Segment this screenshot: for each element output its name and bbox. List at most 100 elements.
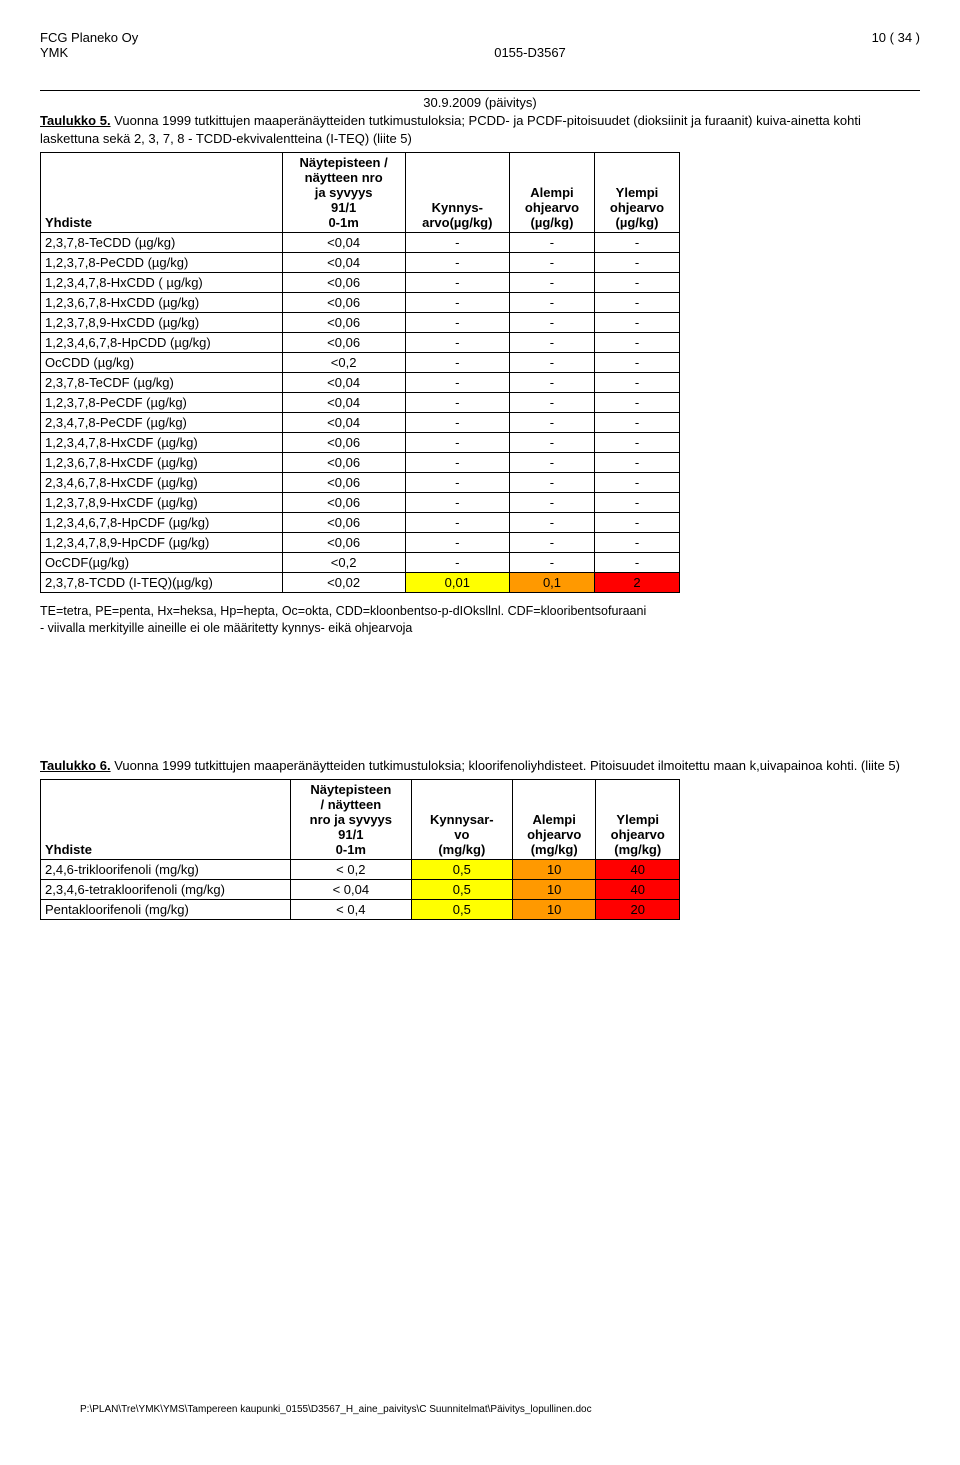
cell-lower: - [509,313,594,333]
th-threshold: Kynnysar- vo (mg/kg) [411,780,512,860]
cell-lower: 10 [512,900,596,920]
table-row: 1,2,3,4,6,7,8-HpCDF (µg/kg)<0,06--- [41,513,680,533]
cell-lower: - [509,333,594,353]
cell-upper: - [594,553,679,573]
page-number: 10 ( 34 ) [820,30,920,45]
table6-caption: Taulukko 6. Vuonna 1999 tutkittujen maap… [40,757,920,775]
cell-compound: 1,2,3,7,8-PeCDF (µg/kg) [41,393,283,413]
cell-upper: 2 [594,573,679,593]
cell-lower: 0,1 [509,573,594,593]
cell-value: <0,04 [282,233,405,253]
cell-upper: - [594,493,679,513]
department: YMK [40,45,240,60]
cell-threshold: - [405,253,509,273]
cell-lower: - [509,533,594,553]
cell-threshold: - [405,553,509,573]
table-row: 2,3,4,7,8-PeCDF (µg/kg)<0,04--- [41,413,680,433]
cell-threshold: - [405,273,509,293]
cell-value: <0,06 [282,513,405,533]
cell-lower: - [509,373,594,393]
cell-upper: - [594,413,679,433]
th-threshold: Kynnys- arvo(µg/kg) [405,153,509,233]
cell-compound: 1,2,3,4,6,7,8-HpCDD (µg/kg) [41,333,283,353]
table-row: 1,2,3,6,7,8-HxCDD (µg/kg)<0,06--- [41,293,680,313]
cell-threshold: - [405,393,509,413]
date-line: 30.9.2009 (päivitys) [40,95,920,110]
cell-threshold: - [405,293,509,313]
cell-upper: - [594,313,679,333]
table6-caption-text: Vuonna 1999 tutkittujen maaperänäytteide… [114,758,900,773]
cell-lower: - [509,513,594,533]
table5: Yhdiste Näytepisteen / näytteen nro ja s… [40,152,680,593]
cell-compound: 1,2,3,6,7,8-HxCDF (µg/kg) [41,453,283,473]
cell-value: <0,04 [282,393,405,413]
cell-compound: 2,3,7,8-TCDD (I-TEQ)(µg/kg) [41,573,283,593]
table-row: 1,2,3,7,8,9-HxCDF (µg/kg)<0,06--- [41,493,680,513]
cell-value: <0,06 [282,533,405,553]
cell-threshold: - [405,313,509,333]
cell-value: < 0,2 [290,860,411,880]
cell-threshold: 0,5 [411,900,512,920]
cell-upper: - [594,233,679,253]
th-sample: Näytepisteen / näytteen nro ja syvyys 91… [282,153,405,233]
cell-lower: - [509,433,594,453]
cell-value: <0,06 [282,313,405,333]
cell-compound: 2,3,7,8-TeCDD (µg/kg) [41,233,283,253]
cell-upper: - [594,533,679,553]
cell-lower: - [509,453,594,473]
table-row: 1,2,3,7,8-PeCDD (µg/kg)<0,04--- [41,253,680,273]
cell-lower: 10 [512,880,596,900]
cell-upper: - [594,513,679,533]
cell-value: <0,06 [282,333,405,353]
cell-value: <0,06 [282,433,405,453]
table-row: OcCDF(µg/kg)<0,2--- [41,553,680,573]
cell-upper: 20 [596,900,680,920]
cell-value: <0,06 [282,293,405,313]
table-row: 2,3,4,6,7,8-HxCDF (µg/kg)<0,06--- [41,473,680,493]
cell-value: <0,04 [282,253,405,273]
table-row: 2,3,7,8-TeCDD (µg/kg)<0,04--- [41,233,680,253]
table-row: 1,2,3,4,7,8-HxCDD ( µg/kg)<0,06--- [41,273,680,293]
table-row: OcCDD (µg/kg)<0,2--- [41,353,680,373]
table-row: 1,2,3,4,6,7,8-HpCDD (µg/kg)<0,06--- [41,333,680,353]
cell-compound: 1,2,3,4,7,8-HxCDF (µg/kg) [41,433,283,453]
cell-threshold: - [405,453,509,473]
cell-compound: 2,3,4,7,8-PeCDF (µg/kg) [41,413,283,433]
cell-lower: - [509,553,594,573]
th-lower: Alempi ohjearvo (µg/kg) [509,153,594,233]
th-upper: Ylempi ohjearvo (mg/kg) [596,780,680,860]
cell-lower: - [509,473,594,493]
table-row: 1,2,3,4,7,8-HxCDF (µg/kg)<0,06--- [41,433,680,453]
cell-value: <0,2 [282,353,405,373]
cell-compound: 2,3,7,8-TeCDF (µg/kg) [41,373,283,393]
cell-upper: 40 [596,860,680,880]
table-row: 1,2,3,6,7,8-HxCDF (µg/kg)<0,06--- [41,453,680,473]
doc-number: 0155-D3567 [240,45,820,60]
cell-lower: 10 [512,860,596,880]
cell-value: <0,04 [282,373,405,393]
table6: Yhdiste Näytepisteen / näytteen nro ja s… [40,779,680,920]
cell-threshold: - [405,373,509,393]
cell-value: <0,06 [282,473,405,493]
cell-compound: 1,2,3,7,8,9-HxCDD (µg/kg) [41,313,283,333]
cell-value: <0,06 [282,453,405,473]
cell-threshold: - [405,513,509,533]
cell-value: <0,04 [282,413,405,433]
table5-caption-text: Vuonna 1999 tutkittujen maaperänäytteide… [40,113,861,146]
cell-compound: OcCDF(µg/kg) [41,553,283,573]
cell-upper: - [594,433,679,453]
table-row: 1,2,3,7,8-PeCDF (µg/kg)<0,04--- [41,393,680,413]
th-compound: Yhdiste [41,780,291,860]
cell-value: <0,06 [282,493,405,513]
cell-upper: - [594,393,679,413]
cell-compound: 2,3,4,6,7,8-HxCDF (µg/kg) [41,473,283,493]
company-name: FCG Planeko Oy [40,30,240,45]
th-compound: Yhdiste [41,153,283,233]
cell-threshold: - [405,473,509,493]
table-row: 1,2,3,4,7,8,9-HpCDF (µg/kg)<0,06--- [41,533,680,553]
cell-threshold: - [405,493,509,513]
th-upper: Ylempi ohjearvo (µg/kg) [594,153,679,233]
cell-compound: 1,2,3,4,6,7,8-HpCDF (µg/kg) [41,513,283,533]
cell-upper: - [594,253,679,273]
cell-upper: - [594,453,679,473]
